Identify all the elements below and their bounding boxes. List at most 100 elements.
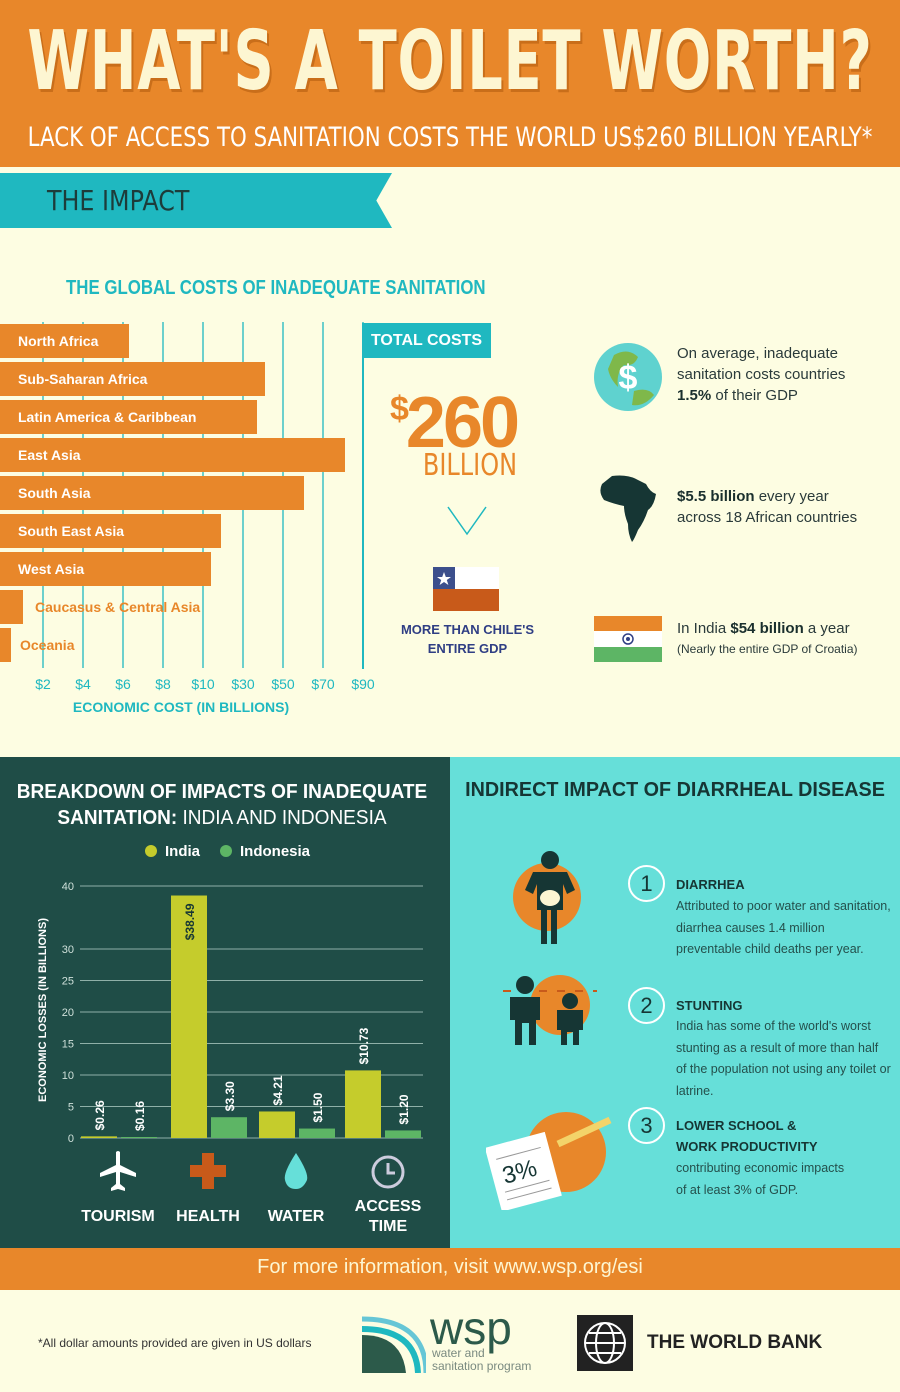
- y-tick-label: 15: [62, 1039, 74, 1051]
- fact-africa-amount: $5.5 billion: [677, 488, 755, 505]
- water-drop-icon: [284, 1153, 308, 1189]
- bar-label: East Asia: [18, 447, 81, 463]
- comparison-line-1: MORE THAN CHILE'S: [400, 622, 535, 637]
- item-heading-stunting: STUNTING: [676, 998, 743, 1013]
- legend-indonesia: Indonesia: [220, 843, 310, 860]
- y-tick-label: 0: [68, 1133, 74, 1145]
- currency-sign: $: [390, 390, 409, 428]
- indirect-impact-title: INDIRECT IMPACT OF DIARRHEAL DISEASE: [465, 779, 885, 801]
- impact-label: THE IMPACT: [47, 184, 190, 217]
- bar-south-asia: [0, 476, 304, 510]
- fact-africa-rest: every year: [754, 488, 829, 505]
- breakdown-title: BREAKDOWN OF IMPACTS OF INADEQUATE SANITA…: [17, 779, 427, 831]
- header: [0, 0, 900, 167]
- bar-india-tourism: [81, 1136, 117, 1138]
- global-costs-title: THE GLOBAL COSTS OF INADEQUATE SANITATIO…: [66, 277, 486, 299]
- bar-west-asia: [0, 552, 211, 586]
- chart-legend: India Indonesia: [145, 843, 310, 860]
- bar-sub-saharan-africa: [0, 362, 265, 396]
- item-heading-productivity: LOWER SCHOOL & WORK PRODUCTIVITY: [676, 1115, 818, 1157]
- fact-india-pre: In India: [677, 620, 731, 637]
- total-unit: BILLION: [422, 448, 518, 483]
- bar-label: Caucasus & Central Asia: [35, 599, 201, 615]
- legend-indonesia-swatch: [220, 845, 233, 857]
- data-label: $1.20: [397, 1094, 411, 1124]
- category-label: HEALTH: [176, 1208, 240, 1225]
- globe-dollar-icon: $: [594, 343, 662, 411]
- bar-label: West Asia: [18, 561, 85, 577]
- health-cross-icon: [190, 1153, 226, 1189]
- wsp-logo-text: wsp: [430, 1302, 512, 1354]
- chevron-down-icon: [447, 506, 487, 536]
- breakdown-title-rest: INDIA AND INDONESIA: [177, 807, 387, 829]
- bar-label: North Africa: [18, 333, 99, 349]
- legend-india-swatch: [145, 845, 157, 857]
- legend-india: India: [145, 843, 200, 860]
- fact-india: In India $54 billion a year (Nearly the e…: [677, 618, 858, 660]
- bar-indonesia-water: [299, 1128, 335, 1138]
- page-title: WHAT'S A TOILET WORTH?: [27, 14, 873, 109]
- item-number-2: 2: [628, 987, 665, 1024]
- fact-gdp-line1: On average, inadequate: [677, 345, 838, 362]
- global-costs-bar-chart: $2 $4 $6 $8 $10 $30 $50 $70 $90 ECONOMIC COST (IN…: [0, 322, 375, 715]
- item-body-stunting: India has some of the world's worst stun…: [676, 1019, 891, 1098]
- fact-india-note: (Nearly the entire GDP of Croatia): [677, 642, 858, 656]
- sick-person-icon: [513, 851, 581, 944]
- fact-india-amount: $54 billion: [730, 620, 804, 637]
- data-label: $38.49: [183, 903, 197, 940]
- x-tick-label: $2: [35, 676, 51, 692]
- bar-label: Sub-Saharan Africa: [18, 371, 148, 387]
- africa-map-icon: [600, 475, 656, 542]
- x-tick-label: $50: [271, 676, 295, 692]
- x-tick-label: $70: [311, 676, 335, 692]
- bar-indonesia-tourism: [121, 1136, 157, 1138]
- fact-india-rest: a year: [803, 620, 850, 637]
- item-heading-diarrhea: DIARRHEA: [676, 877, 745, 892]
- wsp-sub2: sanitation program: [432, 1359, 532, 1373]
- x-axis-label: ECONOMIC COST (IN BILLIONS): [73, 699, 289, 715]
- comparison-line-2: ENTIRE GDP: [427, 641, 508, 656]
- fact-africa: $5.5 billion every year across 18 African…: [677, 486, 857, 528]
- bar-indonesia-health: [211, 1117, 247, 1138]
- breakdown-title-bold: SANITATION:: [57, 807, 178, 829]
- breakdown-title-line1: BREAKDOWN OF IMPACTS OF INADEQUATE: [16, 781, 428, 803]
- total-costs-label: TOTAL COSTS: [362, 323, 491, 358]
- airplane-icon: [100, 1151, 136, 1191]
- clock-icon: [371, 1155, 405, 1189]
- bar-latin-america-caribbean: [0, 400, 257, 434]
- item-body-productivity: contributing economic impacts of at leas…: [676, 1161, 845, 1197]
- item-body-diarrhea: Attributed to poor water and sanitation,…: [676, 899, 891, 957]
- category-label: TOURISM: [81, 1208, 155, 1225]
- data-label: $0.26: [93, 1100, 107, 1130]
- impact-banner: [0, 173, 392, 228]
- y-tick-label: 10: [62, 1070, 74, 1082]
- chile-comparison: MORE THAN CHILE'S ENTIRE GDP: [380, 620, 555, 658]
- total-amount: $260: [390, 382, 520, 464]
- bar-india-access-time: [345, 1070, 381, 1138]
- wsp-logo-mark: [362, 1315, 426, 1373]
- bar-east-asia: [0, 438, 345, 472]
- page-subtitle: LACK OF ACCESS TO SANITATION COSTS THE W…: [27, 122, 873, 153]
- bar-label: Latin America & Caribbean: [18, 409, 197, 425]
- y-tick-label: 20: [62, 1007, 74, 1019]
- data-label: $3.30: [223, 1081, 237, 1111]
- world-bank-globe-icon: [577, 1315, 633, 1371]
- data-label: $0.16: [133, 1101, 147, 1131]
- stunted-people-icon: [503, 975, 597, 1045]
- fact-gdp-line2: sanitation costs countries: [677, 366, 846, 383]
- bar-caucasus-central-asia: [0, 590, 23, 624]
- breakdown-bar-chart: 0 5 10 15 20 25 30 40 ECONOMIC LOSSES (IN BILLIO…: [37, 881, 423, 1145]
- total-amount-value: 260: [405, 383, 520, 463]
- svg-text:$: $: [619, 359, 638, 397]
- x-tick-label: $30: [231, 676, 255, 692]
- category-label: WATER: [267, 1208, 325, 1225]
- total-divider: [362, 323, 364, 669]
- category-label: ACCESS TIME: [354, 1198, 422, 1235]
- more-info-link[interactable]: For more information, visit www.wsp.org/…: [0, 1248, 900, 1290]
- bar-label: South Asia: [18, 485, 91, 501]
- fact-gdp-percent: 1.5%: [677, 387, 712, 404]
- world-bank-text: THE WORLD BANK: [647, 1332, 823, 1353]
- x-tick-label: $4: [75, 676, 91, 692]
- india-flag-icon: [594, 616, 662, 662]
- data-label: $4.21: [271, 1075, 285, 1105]
